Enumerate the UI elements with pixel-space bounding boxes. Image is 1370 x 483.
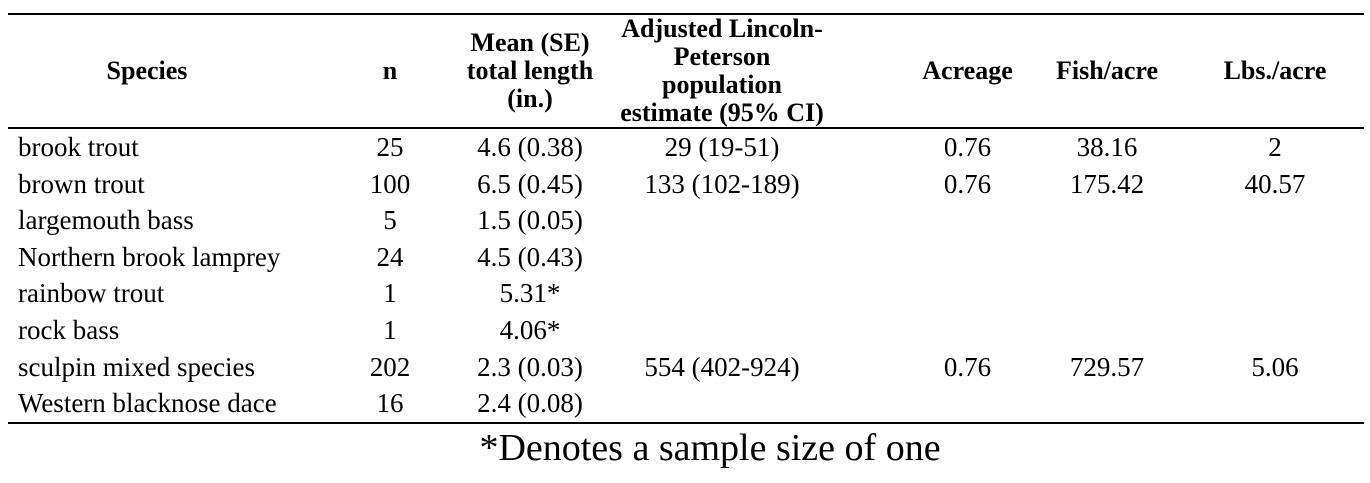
n-cell: 202	[369, 351, 411, 382]
population-estimate-cell: 554 (402-924)	[644, 351, 800, 382]
mean-length-cell: 1.5 (0.05)	[477, 205, 583, 236]
acreage-cell	[824, 239, 1037, 276]
table-row-northern-brook-lamprey: Northern brook lamprey 24 4.5 (0.43)	[8, 239, 1364, 276]
fish-per-acre-cell	[1037, 239, 1177, 276]
species-cell: brown trout	[18, 168, 145, 199]
acreage-cell: 0.76	[943, 351, 992, 382]
acreage-cell	[824, 312, 1037, 349]
table-row-brown-trout: brown trout 100 6.5 (0.45) 133 (102-189)…	[8, 166, 1364, 203]
mean-length-cell: 2.3 (0.03)	[477, 351, 583, 382]
acreage-cell: 0.76	[943, 168, 992, 199]
species-cell: brook trout	[18, 132, 139, 162]
acreage-cell: 0.76	[943, 132, 992, 162]
fish-per-acre-cell	[1037, 202, 1177, 239]
n-cell: 1	[383, 314, 397, 345]
fish-per-acre-cell: 38.16	[1076, 132, 1138, 162]
table-row-brook-trout: brook trout 25 4.6 (0.38) 29 (19-51) 0.7…	[8, 128, 1364, 166]
table-row-rainbow-trout: rainbow trout 1 5.31*	[8, 275, 1364, 312]
lbs-per-acre-cell	[1177, 239, 1364, 276]
table-header: Species n Mean (SE) total length (in.) A…	[8, 14, 1364, 129]
sample-size-footnote: *Denotes a sample size of one	[479, 426, 941, 469]
species-survey-table: Species n Mean (SE) total length (in.) A…	[8, 13, 1364, 424]
mean-length-cell: 2.4 (0.08)	[440, 385, 620, 424]
document-page: Species n Mean (SE) total length (in.) A…	[0, 13, 1370, 483]
mean-length-cell: 5.31*	[499, 278, 561, 309]
column-header-species: Species	[8, 14, 340, 129]
acreage-cell	[824, 202, 1037, 239]
acreage-cell	[824, 385, 1037, 424]
mean-length-cell: 4.6 (0.38)	[477, 132, 583, 162]
table-row-largemouth-bass: largemouth bass 5 1.5 (0.05)	[8, 202, 1364, 239]
population-estimate-cell	[620, 202, 824, 239]
table-row-sculpin-mixed-species: sculpin mixed species 202 2.3 (0.03) 554…	[8, 349, 1364, 386]
fish-per-acre-cell: 175.42	[1069, 168, 1145, 199]
header-row: Species n Mean (SE) total length (in.) A…	[8, 14, 1364, 129]
n-cell: 16	[340, 385, 440, 424]
table-row-western-blacknose-dace: Western blacknose dace 16 2.4 (0.08)	[8, 385, 1364, 424]
table-body: brook trout 25 4.6 (0.38) 29 (19-51) 0.7…	[8, 128, 1364, 424]
mean-length-cell: 6.5 (0.45)	[477, 168, 583, 199]
column-header-n: n	[340, 14, 440, 129]
population-estimate-cell	[620, 275, 824, 312]
mean-length-cell: 4.5 (0.43)	[477, 241, 583, 272]
species-cell: Western blacknose dace	[8, 385, 340, 424]
lbs-per-acre-cell	[1177, 275, 1364, 312]
n-cell: 5	[383, 205, 397, 236]
lbs-per-acre-cell	[1177, 312, 1364, 349]
species-cell: Northern brook lamprey	[18, 241, 281, 272]
species-cell: rainbow trout	[18, 278, 165, 309]
species-cell: sculpin mixed species	[18, 351, 255, 382]
population-estimate-cell	[620, 385, 824, 424]
acreage-cell	[824, 275, 1037, 312]
n-cell: 24	[376, 241, 404, 272]
column-header-mean-total-length: Mean (SE) total length (in.)	[440, 14, 620, 129]
population-estimate-cell: 133 (102-189)	[644, 168, 800, 199]
n-cell: 1	[383, 278, 397, 309]
species-cell: rock bass	[18, 314, 120, 345]
column-header-acreage: Acreage	[824, 14, 1037, 129]
lbs-per-acre-cell	[1177, 202, 1364, 239]
lbs-per-acre-cell: 40.57	[1244, 168, 1306, 199]
mean-length-cell: 4.06*	[499, 314, 561, 345]
species-cell: largemouth bass	[18, 205, 194, 236]
table-row-rock-bass: rock bass 1 4.06*	[8, 312, 1364, 349]
lbs-per-acre-cell: 2	[1268, 132, 1282, 162]
fish-per-acre-cell	[1037, 312, 1177, 349]
lbs-per-acre-cell	[1177, 385, 1364, 424]
population-estimate-cell: 29 (19-51)	[664, 132, 780, 162]
population-estimate-cell	[620, 312, 824, 349]
fish-per-acre-cell: 729.57	[1069, 351, 1145, 382]
n-cell: 100	[369, 168, 411, 199]
population-estimate-cell	[620, 239, 824, 276]
n-cell: 25	[376, 132, 404, 162]
lbs-per-acre-cell: 5.06	[1251, 351, 1299, 382]
fish-per-acre-cell	[1037, 385, 1177, 424]
column-header-population-estimate: Adjusted Lincoln- Peterson population es…	[620, 14, 824, 129]
column-header-lbs-per-acre: Lbs./acre	[1177, 14, 1364, 129]
fish-per-acre-cell	[1037, 275, 1177, 312]
column-header-fish-per-acre: Fish/acre	[1037, 14, 1177, 129]
